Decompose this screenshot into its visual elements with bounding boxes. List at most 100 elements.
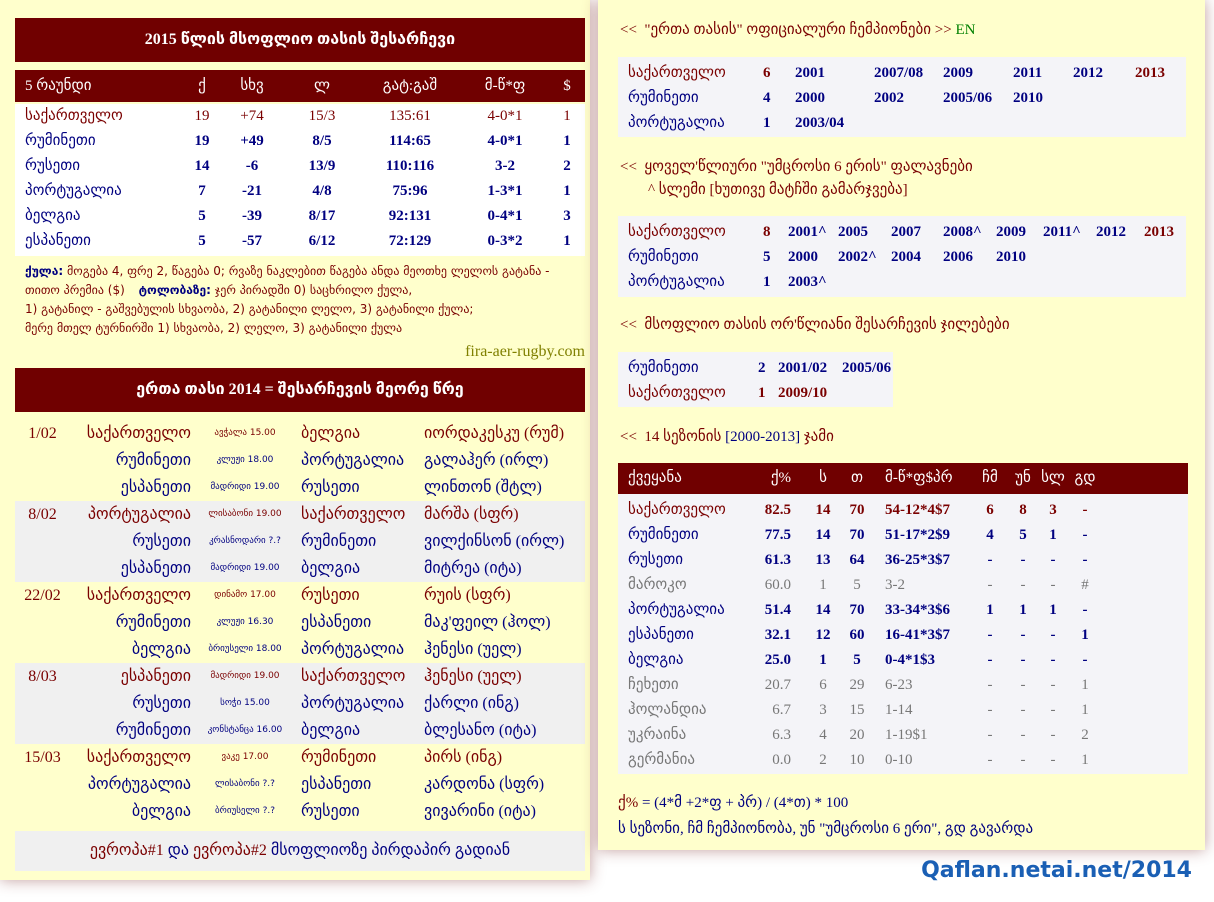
- column-header: ს: [819, 470, 827, 486]
- tie-text: ჯერ პირადში 0) საცხრილო ქულა,: [214, 283, 413, 297]
- year-cell: 2001: [795, 65, 825, 81]
- fixture-row: საქართველო ავჭალა 15.00 ბელგია იორდაკესკუ (…: [15, 420, 585, 447]
- stat-cell: 51.4: [764, 602, 791, 618]
- stat-cell: 5: [853, 577, 861, 593]
- year-cell: 2013: [1135, 65, 1165, 81]
- stat-cell: 1: [986, 602, 994, 618]
- team-name: რუმინეთი: [628, 90, 699, 106]
- stat-cell: 3: [1049, 502, 1057, 518]
- venue-time: ბრიუსელი ?.?: [215, 806, 275, 816]
- year-cell: 2005/06: [842, 360, 892, 376]
- year-cell: 2008^: [943, 224, 982, 240]
- fixture-row: რუმინეთი კლუჟი 18.00 პორტუგალია გალაჰერ (ირ…: [15, 447, 585, 474]
- stat-cell: 32.1: [764, 627, 791, 643]
- stat-cell: -39: [242, 208, 262, 224]
- champions-title: "ერთა თასის" ოფიციალური ჩემპიონები >>: [644, 22, 952, 38]
- stat-cell: 15: [849, 702, 865, 718]
- table-row: საქართველო 1 2009/10: [618, 381, 893, 406]
- column-header: $: [563, 78, 571, 94]
- year-cell: 2009: [943, 65, 973, 81]
- stat-cell: -: [987, 677, 993, 693]
- stat-cell: -: [1082, 527, 1088, 543]
- summary-range: [2000-2013]: [725, 429, 801, 445]
- stat-cell: 8/17: [308, 208, 336, 224]
- stat-cell: 8/5: [312, 133, 332, 149]
- team-name: საქართველო: [25, 108, 123, 124]
- venue-time: მადრიდი 19.00: [210, 671, 280, 681]
- away-team: რუსეთი: [301, 479, 360, 496]
- tie-line-3: მერე მთელ ტურნირში 1) სხვაობა, 2) ლელო, …: [25, 321, 403, 335]
- tie-line-2: 1) გატანილ - გაშვებულის სხვაობა, 2) გატა…: [25, 302, 474, 316]
- footer-rest: მსოფლიოზე პირდაპირ გადიან: [266, 842, 511, 859]
- stat-cell: -: [1020, 702, 1026, 718]
- away-team: ბელგია: [301, 722, 361, 739]
- date-spacer: [15, 447, 70, 474]
- away-team: პორტუგალია: [301, 695, 405, 712]
- away-team: პორტუგალია: [301, 452, 405, 469]
- country-name: მაროკო: [628, 577, 687, 593]
- stat-cell: -: [987, 652, 993, 668]
- stat-cell: -: [987, 702, 993, 718]
- round-date: 1/02: [28, 425, 57, 442]
- stat-cell: 4/8: [312, 183, 332, 199]
- stat-cell: 82.5: [764, 502, 791, 518]
- year-cell: 2002: [874, 90, 904, 106]
- column-header: ქ: [198, 78, 206, 94]
- column-header: ჩმ: [982, 470, 998, 486]
- away-team: რუმინეთი: [301, 749, 377, 766]
- table-row: ჩეხეთი 20.7 6 29 6-23 - - - 1: [618, 673, 1188, 698]
- year-cell: 2000: [795, 90, 825, 106]
- stat-cell: -: [1050, 677, 1056, 693]
- stat-cell: 54-12*4$7: [885, 502, 950, 518]
- fixture-round: 1/02 საქართველო ავჭალა 15.00 ბელგია იორდაკეს…: [15, 420, 585, 501]
- year-cell: 2005/06: [943, 90, 993, 106]
- stat-cell: -: [1020, 652, 1026, 668]
- stat-cell: -: [987, 752, 993, 768]
- country-name: რუსეთი: [628, 552, 684, 568]
- stat-cell: 77.5: [764, 527, 791, 543]
- stat-cell: 75:96: [392, 183, 428, 199]
- title-count: 2: [758, 360, 766, 376]
- summary-header: ქვეყანა ქ% ს თ მ-წ*ფ$პრ ჩმ უნ სლ გდ: [618, 463, 1188, 494]
- stat-cell: 20: [849, 727, 865, 743]
- date-spacer: [15, 717, 70, 744]
- team-name: საქართველო: [628, 224, 726, 240]
- column-header: სლ: [1041, 470, 1065, 486]
- junior-title: ყოველ'წლიური "უმცროსი 6 ერის" ფალავნები: [644, 159, 973, 175]
- title-count: 1: [758, 385, 766, 401]
- fixture-row: რუმინეთი კონსტანცა 16.00 ბელგია ბლესანო (იტ…: [15, 717, 585, 744]
- team-name: ესპანეთი: [25, 233, 91, 249]
- venue-time: ლისაბონი ?.?: [215, 779, 275, 789]
- stat-cell: -: [1050, 552, 1056, 568]
- points-text: მოგება 4, ფრე 2, წაგება 0; რვაზე ნაკლები…: [25, 264, 550, 297]
- prev-link[interactable]: <<: [620, 22, 637, 38]
- stat-cell: -6: [245, 158, 259, 174]
- away-team: რუსეთი: [301, 803, 360, 820]
- title-count: 1: [763, 274, 771, 290]
- away-team: რუმინეთი: [301, 533, 377, 550]
- stat-cell: 5: [198, 208, 206, 224]
- stat-cell: 19: [194, 133, 210, 149]
- source-link[interactable]: fira-aer-rugby.com: [465, 343, 585, 360]
- stat-cell: 1: [1019, 602, 1027, 618]
- title-count: 6: [763, 65, 771, 81]
- table-row: გერმანია 0.0 2 10 0-10 - - - 1: [618, 748, 1188, 773]
- fixture-row: საქართველო დინამო 17.00 რუსეთი რუის (სფრ): [15, 582, 585, 609]
- english-link[interactable]: EN: [955, 22, 976, 38]
- fixture-row: ესპანეთი მადრიდი 19.00 ბელგია მიტრეა (იტა): [15, 555, 585, 582]
- stat-cell: -: [1082, 602, 1088, 618]
- stat-cell: -: [1020, 552, 1026, 568]
- summary-heading: << 14 სეზონის [2000-2013] ჯამი: [620, 427, 834, 446]
- stat-cell: 72:129: [388, 233, 432, 249]
- stat-cell: 1: [819, 652, 827, 668]
- date-spacer: [15, 690, 70, 717]
- stat-cell: 6.3: [772, 727, 791, 743]
- stat-cell: 0-10: [885, 752, 913, 768]
- year-cell: 2005: [838, 224, 868, 240]
- table-row: პორტუგალია 1 2003/04: [618, 111, 1186, 136]
- away-team: ესპანეთი: [301, 614, 372, 631]
- stat-cell: 19: [194, 108, 210, 124]
- referee: ქარლი (ინგ): [424, 695, 519, 712]
- stat-cell: 6-23: [885, 677, 913, 693]
- table-row: ესპანეთი 32.1 12 60 16-41*3$7 - - - 1: [618, 623, 1188, 648]
